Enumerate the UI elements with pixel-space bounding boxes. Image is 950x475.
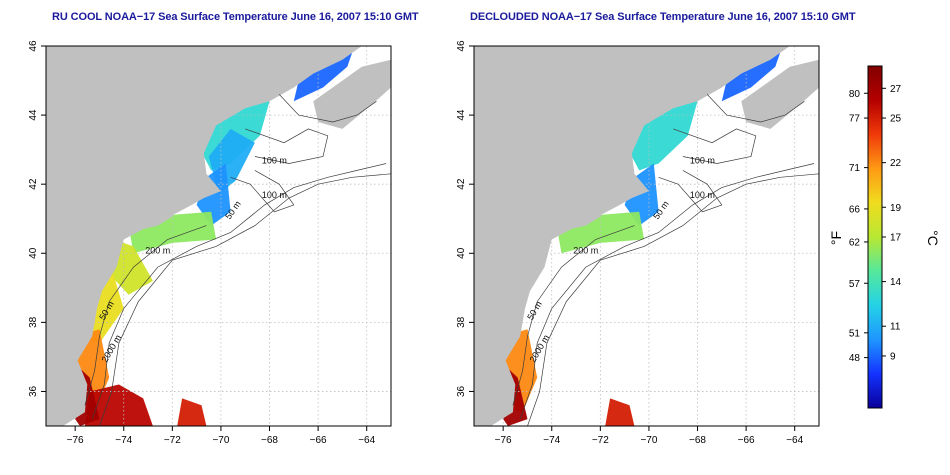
celsius-tick-label: 14	[890, 277, 902, 288]
y-tick-label: 44	[456, 109, 467, 121]
fahrenheit-unit-label: °F	[828, 231, 844, 245]
fahrenheit-tick-label: 80	[849, 89, 861, 100]
celsius-tick-label: 9	[890, 351, 896, 362]
fahrenheit-tick-label: 71	[849, 163, 861, 174]
x-tick-label: −68	[689, 435, 706, 446]
x-tick-label: −72	[592, 435, 609, 446]
x-tick-label: −70	[212, 435, 229, 446]
x-tick-label: −72	[164, 435, 181, 446]
fahrenheit-tick-label: 66	[849, 204, 861, 215]
y-tick-label: 46	[456, 40, 467, 52]
y-tick-label: 44	[28, 109, 39, 121]
y-tick-label: 42	[28, 178, 39, 190]
celsius-unit-label: °C	[925, 230, 941, 246]
contour-label: 100 m	[690, 190, 715, 200]
x-tick-label: −66	[738, 435, 755, 446]
y-tick-label: 42	[456, 178, 467, 190]
contour-label: 100 m	[262, 155, 287, 165]
contour-label: 100 m	[690, 155, 715, 165]
fahrenheit-tick-label: 51	[849, 328, 861, 339]
x-tick-label: −68	[261, 435, 278, 446]
x-tick-label: −66	[310, 435, 327, 446]
contour-label: 100 m	[262, 190, 287, 200]
colorbar-gradient	[867, 65, 883, 409]
celsius-tick-label: 22	[890, 158, 902, 169]
x-tick-label: −70	[640, 435, 657, 446]
right-panel-title: DECLOUDED NOAA−17 Sea Surface Temperatur…	[470, 11, 856, 23]
y-tick-label: 40	[28, 247, 39, 259]
y-tick-label: 38	[456, 316, 467, 328]
x-tick-label: −64	[358, 435, 375, 446]
celsius-tick-label: 17	[890, 233, 902, 244]
x-tick-label: −74	[543, 435, 560, 446]
fahrenheit-tick-label: 57	[849, 279, 861, 290]
contour-label: 200 m	[573, 245, 598, 255]
y-tick-label: 36	[28, 385, 39, 397]
fahrenheit-tick-label: 62	[849, 237, 861, 248]
y-tick-label: 46	[28, 40, 39, 52]
x-tick-label: −74	[115, 435, 132, 446]
left-panel-title: RU COOL NOAA−17 Sea Surface Temperature …	[52, 11, 419, 23]
celsius-tick-label: 19	[890, 203, 902, 214]
contour-label: 200 m	[145, 245, 170, 255]
y-tick-label: 36	[456, 385, 467, 397]
y-tick-label: 38	[28, 316, 39, 328]
celsius-tick-label: 27	[890, 84, 902, 95]
y-tick-label: 40	[456, 247, 467, 259]
fahrenheit-tick-label: 77	[849, 114, 861, 125]
fahrenheit-tick-label: 48	[849, 353, 861, 364]
x-tick-label: −76	[67, 435, 84, 446]
x-tick-label: −76	[495, 435, 512, 446]
x-tick-label: −64	[786, 435, 803, 446]
celsius-tick-label: 11	[890, 322, 901, 333]
celsius-tick-label: 25	[890, 114, 902, 125]
